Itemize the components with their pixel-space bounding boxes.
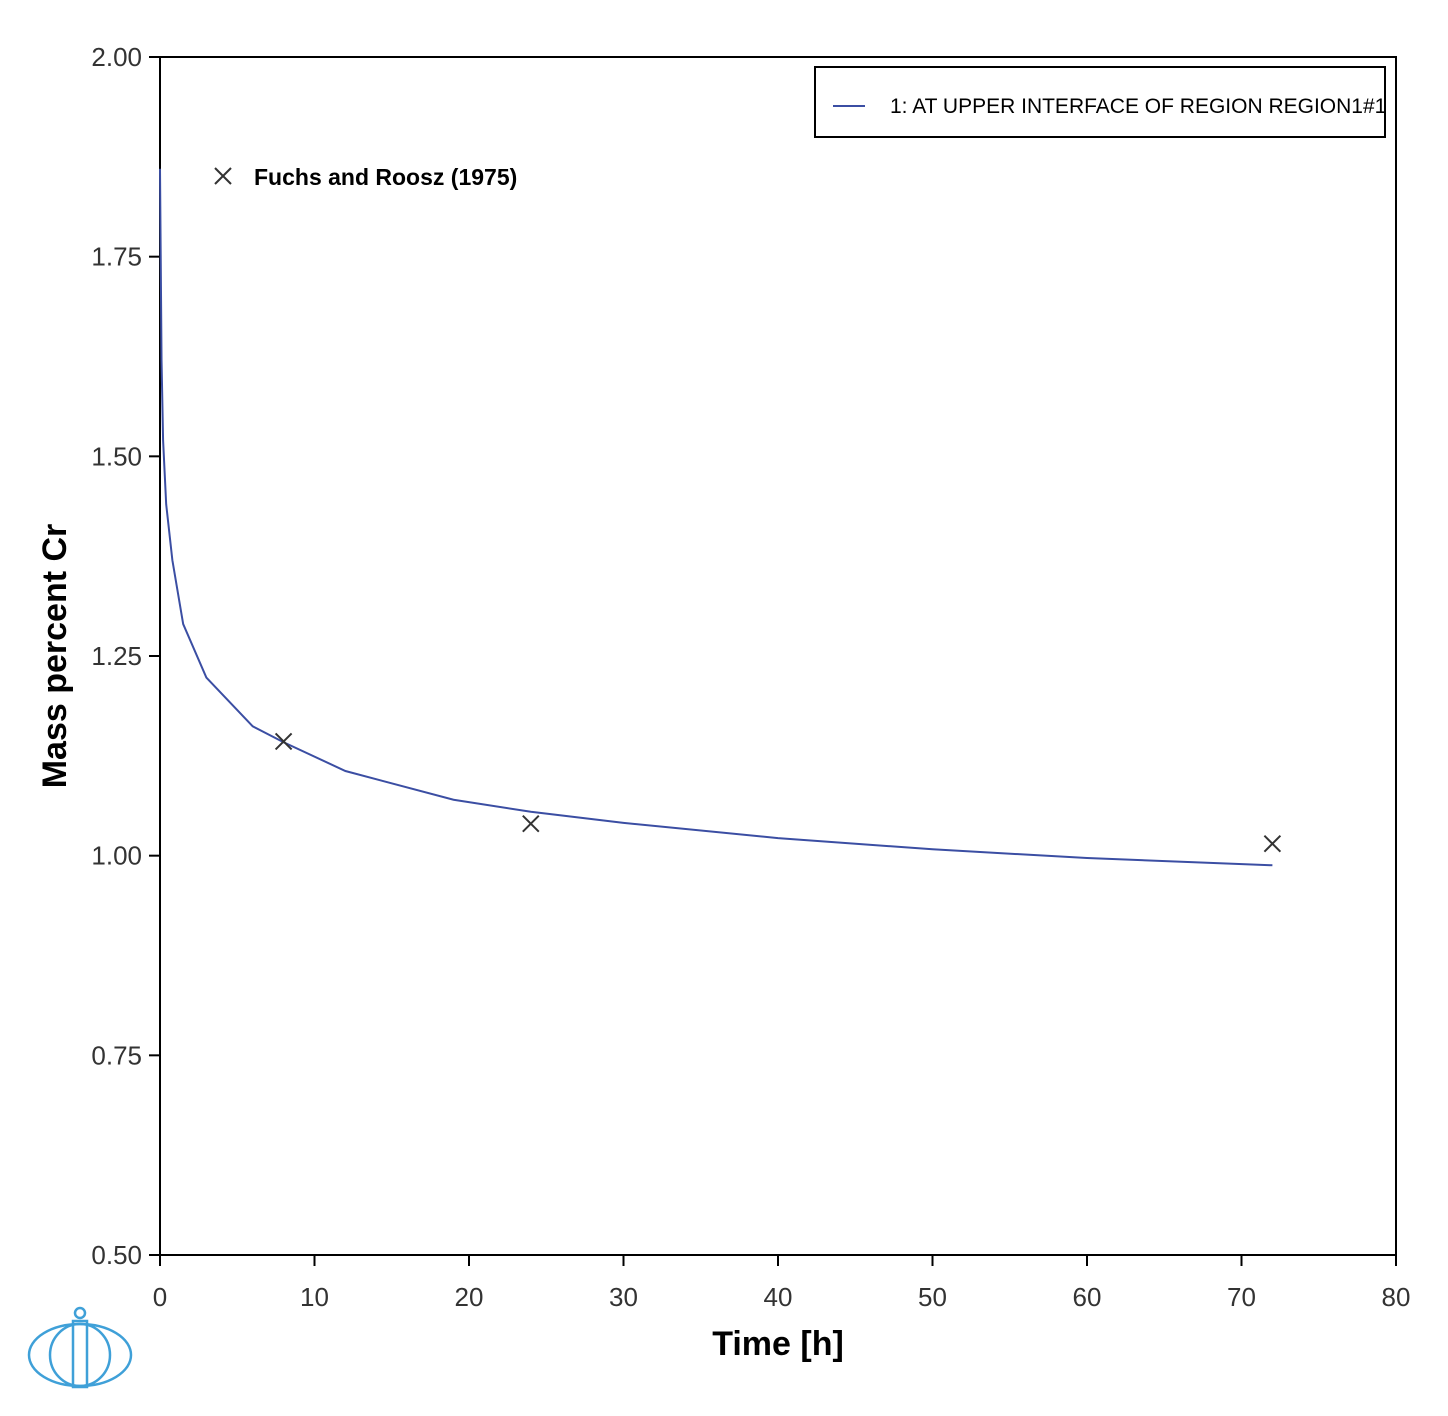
- scatter-layer: [274, 732, 1282, 853]
- scatter-point-x-marker: [1263, 834, 1282, 853]
- x-axis-ticks: 0 10 20 30 40 50 60 70 80: [153, 1255, 1411, 1312]
- y-axis-title: Mass percent Cr: [36, 524, 74, 789]
- x-tick-label: 60: [1073, 1282, 1102, 1312]
- x-axis-title: Time [h]: [712, 1325, 844, 1363]
- annotation-x-marker-icon: [214, 167, 232, 185]
- x-tick-label: 10: [300, 1282, 329, 1312]
- scatter-point-x-marker: [274, 732, 293, 751]
- x-tick-label: 0: [153, 1282, 167, 1312]
- scatter-annotation: Fuchs and Roosz (1975): [214, 164, 517, 190]
- x-tick-label: 80: [1382, 1282, 1411, 1312]
- x-tick-label: 50: [918, 1282, 947, 1312]
- scatter-point-x-marker: [522, 815, 540, 833]
- x-tick-label: 20: [455, 1282, 484, 1312]
- series-layer: [159, 168, 1273, 867]
- series-line: [159, 168, 1273, 867]
- y-tick-label: 1.50: [91, 441, 142, 471]
- y-tick-label: 0.75: [91, 1040, 142, 1070]
- y-tick-label: 1.75: [91, 242, 142, 272]
- x-tick-label: 70: [1227, 1282, 1256, 1312]
- y-tick-label: 2.00: [91, 42, 142, 72]
- y-axis-ticks: 0.50 0.75 1.00 1.25 1.50 1.75 2.00: [91, 42, 160, 1270]
- legend-series-label: 1: AT UPPER INTERFACE OF REGION REGION1#…: [890, 95, 1386, 118]
- y-tick-label: 1.00: [91, 841, 142, 871]
- y-tick-label: 1.25: [91, 641, 142, 671]
- thermo-calc-logo-icon: [27, 1306, 133, 1389]
- plot-frame: [159, 56, 1397, 1256]
- legend-box: [814, 66, 1386, 138]
- x-tick-label: 40: [764, 1282, 793, 1312]
- x-tick-label: 30: [609, 1282, 638, 1312]
- y-tick-label: 0.50: [91, 1240, 142, 1270]
- legend: 1: AT UPPER INTERFACE OF REGION REGION1#…: [814, 66, 1386, 138]
- annotation-label: Fuchs and Roosz (1975): [254, 164, 517, 190]
